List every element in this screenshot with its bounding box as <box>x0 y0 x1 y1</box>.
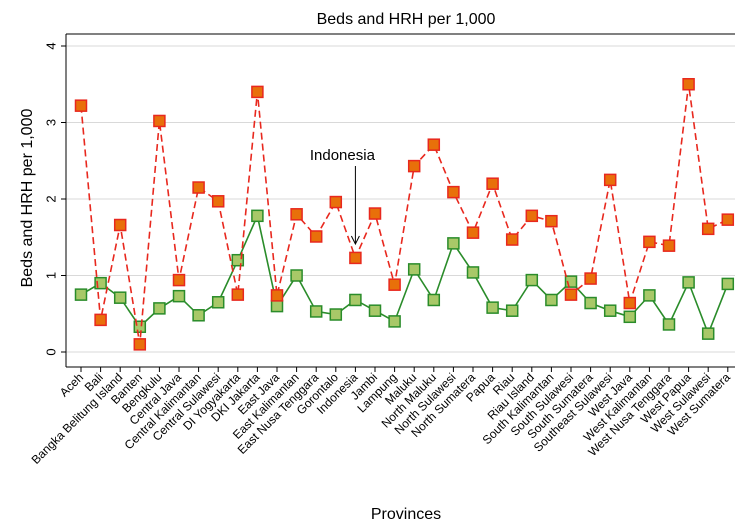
series-red <box>74 78 735 351</box>
marker-green <box>603 304 617 317</box>
annotation-label: Indonesia <box>310 147 376 164</box>
marker-red <box>309 230 323 243</box>
marker-red <box>662 239 676 252</box>
y-tick-label: 0 <box>43 348 58 355</box>
marker-green <box>133 320 147 334</box>
marker-green <box>172 289 186 303</box>
series-green <box>74 209 735 340</box>
marker-red <box>584 272 597 285</box>
series-line-green <box>80 213 729 336</box>
chart-title: Beds and HRH per 1,000 <box>317 11 496 28</box>
marker-red <box>251 85 264 99</box>
marker-green <box>545 293 558 307</box>
marker-green <box>349 293 362 307</box>
marker-red <box>427 138 441 151</box>
marker-red <box>133 338 147 351</box>
marker-red <box>545 214 558 228</box>
marker-red <box>525 209 539 223</box>
marker-red <box>407 159 421 173</box>
marker-red <box>623 296 637 310</box>
marker-green <box>447 237 460 250</box>
marker-green <box>290 269 303 282</box>
marker-green <box>251 209 264 223</box>
marker-green <box>486 301 499 314</box>
marker-red <box>211 195 225 208</box>
marker-green <box>466 266 480 279</box>
marker-green <box>662 318 676 331</box>
marker-red <box>447 185 460 199</box>
marker-green <box>192 309 205 322</box>
marker-red <box>701 222 715 236</box>
x-axis-title: Provinces <box>371 506 441 523</box>
marker-red <box>290 208 303 221</box>
marker-green <box>153 302 166 315</box>
marker-red <box>682 78 695 91</box>
marker-red <box>329 195 343 209</box>
marker-green <box>309 305 323 318</box>
marker-red <box>486 177 499 190</box>
marker-red <box>74 99 88 112</box>
marker-red <box>153 114 166 128</box>
marker-green <box>231 253 245 267</box>
marker-green <box>643 289 656 302</box>
marker-green <box>505 304 519 317</box>
annotation: Indonesia <box>310 147 376 246</box>
marker-red <box>113 218 127 232</box>
marker-green <box>113 291 127 304</box>
marker-green <box>721 277 735 291</box>
annotation-arrow-head <box>350 235 360 246</box>
marker-green <box>564 275 578 288</box>
marker-red <box>270 289 284 302</box>
marker-red <box>94 313 107 327</box>
marker-red <box>172 273 186 287</box>
marker-green <box>427 293 441 307</box>
marker-green <box>701 327 715 340</box>
marker-green <box>211 296 225 309</box>
marker-red <box>643 235 656 249</box>
marker-green <box>368 304 382 317</box>
marker-red <box>603 173 617 187</box>
marker-red <box>388 278 401 291</box>
marker-green <box>407 263 421 276</box>
marker-red <box>349 251 362 265</box>
marker-green <box>623 310 637 324</box>
marker-red <box>564 288 578 301</box>
marker-green <box>525 273 539 287</box>
series-line-red <box>80 84 729 345</box>
marker-green <box>74 288 88 301</box>
marker-red <box>721 213 735 226</box>
marker-green <box>329 308 343 321</box>
marker-red <box>505 233 519 246</box>
marker-green <box>388 315 401 328</box>
marker-red <box>466 226 480 239</box>
y-tick-label: 4 <box>43 42 58 49</box>
y-axis-title: Beds and HRH per 1,000 <box>19 109 36 288</box>
y-tick-label: 2 <box>43 195 58 202</box>
marker-green <box>94 276 107 290</box>
marker-red <box>192 181 205 194</box>
y-tick-label: 3 <box>43 119 58 126</box>
y-tick-label: 1 <box>43 272 58 279</box>
marker-red <box>368 207 382 220</box>
marker-green <box>584 296 597 310</box>
marker-red <box>231 288 245 301</box>
marker-green <box>270 299 284 313</box>
series-lines <box>74 78 735 351</box>
marker-green <box>682 276 695 289</box>
